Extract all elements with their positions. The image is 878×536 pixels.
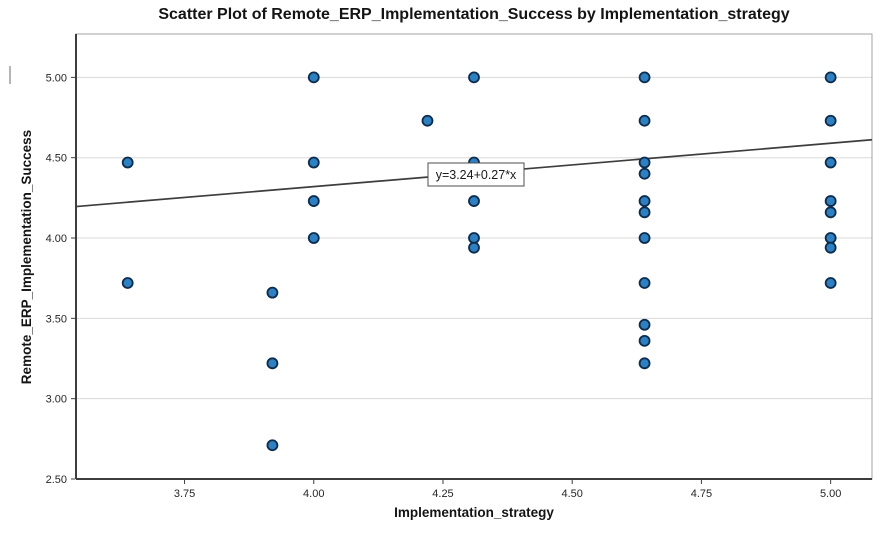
y-tick-label: 4.50: [46, 153, 67, 165]
plot-frame: [75, 33, 873, 480]
scatter-point: [266, 357, 279, 370]
scatter-point: [468, 241, 480, 254]
scatter-point: [638, 277, 651, 289]
scatter-point: [638, 195, 651, 207]
x-tick-label: 4.25: [432, 488, 453, 500]
scatter-point: [824, 156, 837, 169]
scatter-point: [307, 195, 320, 207]
scatter-point: [638, 334, 651, 347]
scatter-point: [638, 357, 651, 370]
scatter-point: [468, 232, 480, 244]
scatter-point: [824, 195, 837, 207]
scatter-point: [307, 232, 320, 244]
x-axis-title: Implementation_strategy: [394, 505, 554, 520]
scatter-point: [824, 206, 837, 219]
viewer-edge-artifact: [9, 66, 11, 84]
scatter-point: [468, 71, 480, 84]
scatter-point: [824, 232, 837, 244]
chart-title: Scatter Plot of Remote_ERP_Implementatio…: [158, 6, 790, 23]
x-tick-label: 4.00: [303, 488, 324, 500]
scatter-point: [638, 232, 651, 244]
y-tick-label: 5.00: [46, 72, 67, 84]
scatter-point: [121, 156, 134, 169]
scatter-point: [121, 277, 134, 289]
scatter-point: [638, 167, 651, 180]
equation-label: y=3.24+0.27*x: [436, 168, 517, 182]
scatter-point: [638, 71, 651, 84]
scatter-point: [638, 206, 651, 219]
scatter-point: [824, 71, 837, 84]
y-tick-label: 4.00: [46, 233, 67, 245]
scatter-point: [638, 318, 651, 331]
scatter-point: [307, 71, 320, 84]
scatter-point: [421, 114, 434, 127]
scatter-point: [266, 439, 279, 452]
x-tick-label: 4.50: [561, 488, 582, 500]
y-tick-label: 3.50: [46, 313, 67, 325]
x-tick-label: 4.75: [691, 488, 712, 500]
scatter-point: [824, 277, 837, 289]
scatter-point: [638, 156, 651, 169]
scatter-point: [824, 241, 837, 254]
x-tick-label: 3.75: [174, 488, 195, 500]
x-tick-label: 5.00: [820, 488, 841, 500]
equation-box: [427, 162, 525, 187]
scatter-point: [468, 195, 480, 207]
y-tick-label: 2.50: [46, 474, 67, 486]
scatter-point: [824, 114, 837, 127]
scatter-point: [307, 156, 320, 169]
scatter-point: [638, 114, 651, 127]
y-tick-label: 3.00: [46, 394, 67, 406]
scatter-point: [266, 286, 279, 299]
